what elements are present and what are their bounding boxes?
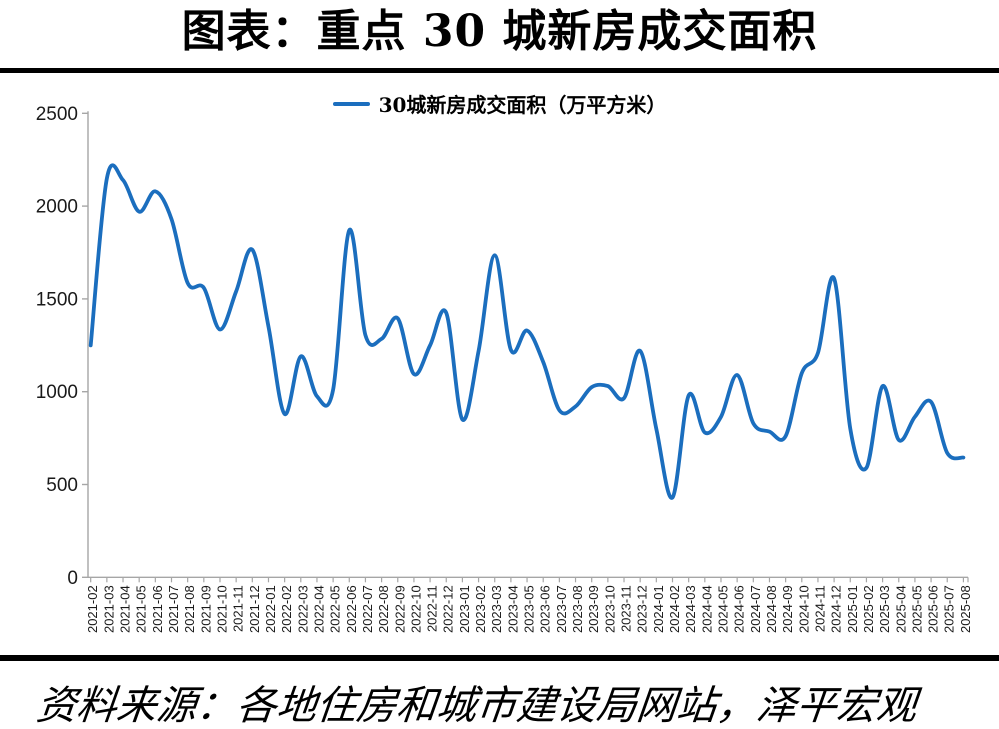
x-tick-label: 2023-12 <box>635 585 650 633</box>
x-tick-label: 2025-06 <box>926 585 941 633</box>
y-tick-label: 2000 <box>36 197 78 218</box>
y-tick-label: 0 <box>67 568 78 589</box>
x-tick-label: 2024-10 <box>796 585 811 633</box>
x-tick-label: 2023-06 <box>538 585 553 633</box>
x-tick-label: 2021-03 <box>101 585 116 633</box>
x-tick-label: 2021-12 <box>247 585 262 633</box>
x-tick-label: 2021-10 <box>214 585 229 633</box>
x-tick-label: 2024-03 <box>683 585 698 633</box>
x-tick-label: 2024-06 <box>732 585 747 633</box>
legend-label: 30城新房成交面积（万平方米） <box>378 93 667 117</box>
x-tick-label: 2022-05 <box>328 585 343 633</box>
x-tick-label: 2024-12 <box>829 585 844 633</box>
legend: 30城新房成交面积（万平方米） <box>0 89 999 118</box>
x-tick-label: 2022-04 <box>311 585 326 633</box>
x-tick-label: 2022-12 <box>441 585 456 633</box>
x-tick-label: 2025-02 <box>861 585 876 633</box>
x-tick-label: 2023-05 <box>522 585 537 633</box>
x-tick-label: 2023-11 <box>619 585 634 632</box>
x-tick-label: 2022-08 <box>376 585 391 633</box>
x-tick-label: 2021-02 <box>85 585 100 633</box>
x-tick-label: 2021-09 <box>198 585 213 633</box>
x-tick-label: 2022-09 <box>392 585 407 633</box>
x-tick-label: 2024-01 <box>651 585 666 633</box>
y-tick-label: 1500 <box>36 289 78 310</box>
y-tick-label: 500 <box>46 475 78 496</box>
x-tick-label: 2025-05 <box>909 585 924 633</box>
y-tick-label: 2500 <box>36 104 78 125</box>
x-tick-label: 2025-08 <box>958 585 973 633</box>
source-note: 资料来源：各地住房和城市建设局网站，泽平宏观 <box>34 683 920 729</box>
x-tick-label: 2023-04 <box>505 585 520 633</box>
bottom-rule <box>0 655 999 661</box>
chart-canvas: 0 500 1000 1500 2000 2500 2021-02 2021-03 2021-0… <box>0 73 999 655</box>
x-tick-label: 2025-07 <box>942 585 957 633</box>
x-tick-label: 2021-06 <box>150 585 165 633</box>
x-tick-label: 2022-10 <box>408 585 423 633</box>
y-tick-label: 1000 <box>36 382 78 403</box>
x-tick-label: 2023-02 <box>473 585 488 633</box>
x-tick-label: 2021-11 <box>231 585 246 632</box>
series-line <box>88 163 966 500</box>
x-tick-label: 2023-09 <box>586 585 601 633</box>
x-tick-label: 2024-02 <box>667 585 682 633</box>
x-tick-label: 2024-11 <box>812 585 827 632</box>
x-tick-label: 2025-03 <box>877 585 892 633</box>
x-tick-label: 2023-01 <box>457 585 472 633</box>
x-tick-label: 2024-07 <box>748 585 763 633</box>
x-tick-label: 2022-07 <box>360 585 375 633</box>
x-tick-label: 2022-11 <box>425 585 440 632</box>
x-tick-label: 2025-04 <box>893 585 908 633</box>
top-rule <box>0 68 999 73</box>
x-tick-label: 2023-08 <box>570 585 585 633</box>
x-tick-label: 2023-10 <box>602 585 617 633</box>
page-title: 图表：重点 30 城新房成交面积 <box>181 6 818 57</box>
x-tick-label: 2021-04 <box>118 585 133 633</box>
x-tick-label: 2025-01 <box>845 585 860 633</box>
x-tick-label: 2022-02 <box>279 585 294 633</box>
x-tick-label: 2021-07 <box>166 585 181 633</box>
x-tick-label: 2021-08 <box>182 585 197 633</box>
legend-line-swatch <box>332 101 370 106</box>
x-tick-label: 2022-03 <box>295 585 310 633</box>
x-tick-label: 2023-03 <box>489 585 504 633</box>
x-tick-label: 2021-05 <box>134 585 149 633</box>
x-tick-label: 2022-01 <box>263 585 278 633</box>
x-tick-label: 2024-05 <box>715 585 730 633</box>
x-tick-label: 2024-04 <box>699 585 714 633</box>
x-tick-label: 2023-07 <box>554 585 569 633</box>
x-tick-label: 2022-06 <box>344 585 359 633</box>
x-tick-label: 2024-08 <box>764 585 779 633</box>
x-tick-label: 2024-09 <box>780 585 795 633</box>
